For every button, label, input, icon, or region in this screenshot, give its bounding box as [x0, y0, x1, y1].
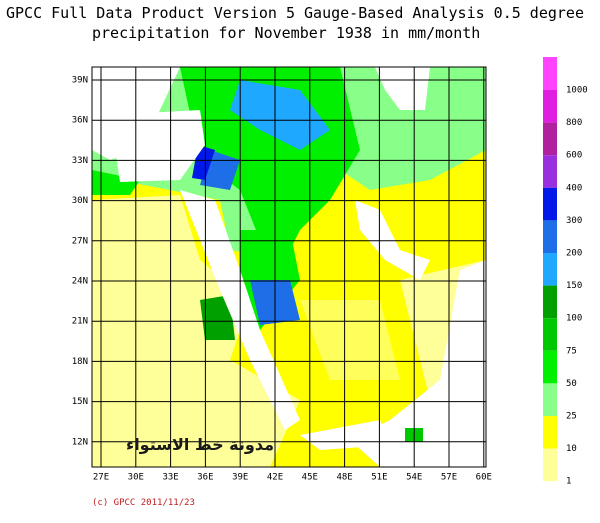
colorbar-label: 200	[566, 249, 582, 259]
watermark: مدونة خط الاستواء	[126, 435, 274, 454]
colorbar-bin	[543, 122, 557, 156]
colorbar-bin	[543, 90, 557, 123]
colorbar-bin	[543, 187, 557, 221]
colorbar-label: 150	[566, 281, 582, 291]
colorbar-label: 300	[566, 216, 582, 226]
lon-label: 33E	[162, 473, 178, 483]
lat-label: 12N	[72, 437, 88, 447]
colorbar-bin	[543, 220, 557, 253]
title-line1: GPCC Full Data Product Version 5 Gauge-B…	[6, 4, 584, 22]
colorbar-bin	[543, 448, 557, 482]
colorbar-bin	[543, 416, 557, 449]
lon-label: 60E	[476, 473, 492, 483]
colorbar-label: 50	[566, 379, 577, 389]
map-frame	[91, 66, 487, 468]
lon-label: 42E	[267, 473, 283, 483]
lat-label: 39N	[72, 76, 88, 86]
colorbar-bin	[543, 57, 557, 90]
lon-label: 57E	[441, 473, 457, 483]
map-field	[92, 67, 486, 467]
colorbar-bin	[543, 155, 557, 188]
lat-label: 24N	[72, 277, 88, 287]
lat-label: 27N	[72, 236, 88, 246]
colorbar-label: 10	[566, 444, 577, 454]
lat-label: 18N	[72, 357, 88, 367]
lon-label: 27E	[93, 473, 109, 483]
colorbar-bin	[543, 383, 557, 416]
colorbar-bin	[543, 350, 557, 384]
colorbar: 1000 800 600 400 300 200 150 100 75 50 25 10 1	[543, 57, 588, 487]
lat-label: 30N	[72, 196, 88, 206]
lat-label: 33N	[72, 156, 88, 166]
colorbar-label: 1	[566, 477, 571, 487]
colorbar-bin	[543, 253, 557, 286]
lat-label: 15N	[72, 397, 88, 407]
lat-label: 21N	[72, 317, 88, 327]
colorbar-label: 75	[566, 346, 577, 356]
colorbar-label: 800	[566, 118, 582, 128]
lon-label: 48E	[336, 473, 352, 483]
title-line2: precipitation for November 1938 in mm/mo…	[92, 24, 480, 42]
lon-label: 54E	[406, 473, 422, 483]
credit: (c) GPCC 2011/11/23	[92, 498, 195, 508]
map-grid	[92, 67, 486, 467]
lon-label: 30E	[128, 473, 144, 483]
colorbar-label: 25	[566, 412, 577, 422]
lon-label: 39E	[232, 473, 248, 483]
colorbar-bin	[543, 285, 557, 319]
lon-label: 36E	[197, 473, 213, 483]
lat-label: 36N	[72, 116, 88, 126]
colorbar-label: 600	[566, 151, 582, 161]
lon-label: 51E	[371, 473, 387, 483]
lon-label: 45E	[302, 473, 318, 483]
colorbar-label: 1000	[566, 86, 588, 96]
colorbar-bin	[543, 318, 557, 351]
colorbar-label: 100	[566, 314, 582, 324]
colorbar-label: 400	[566, 183, 582, 193]
